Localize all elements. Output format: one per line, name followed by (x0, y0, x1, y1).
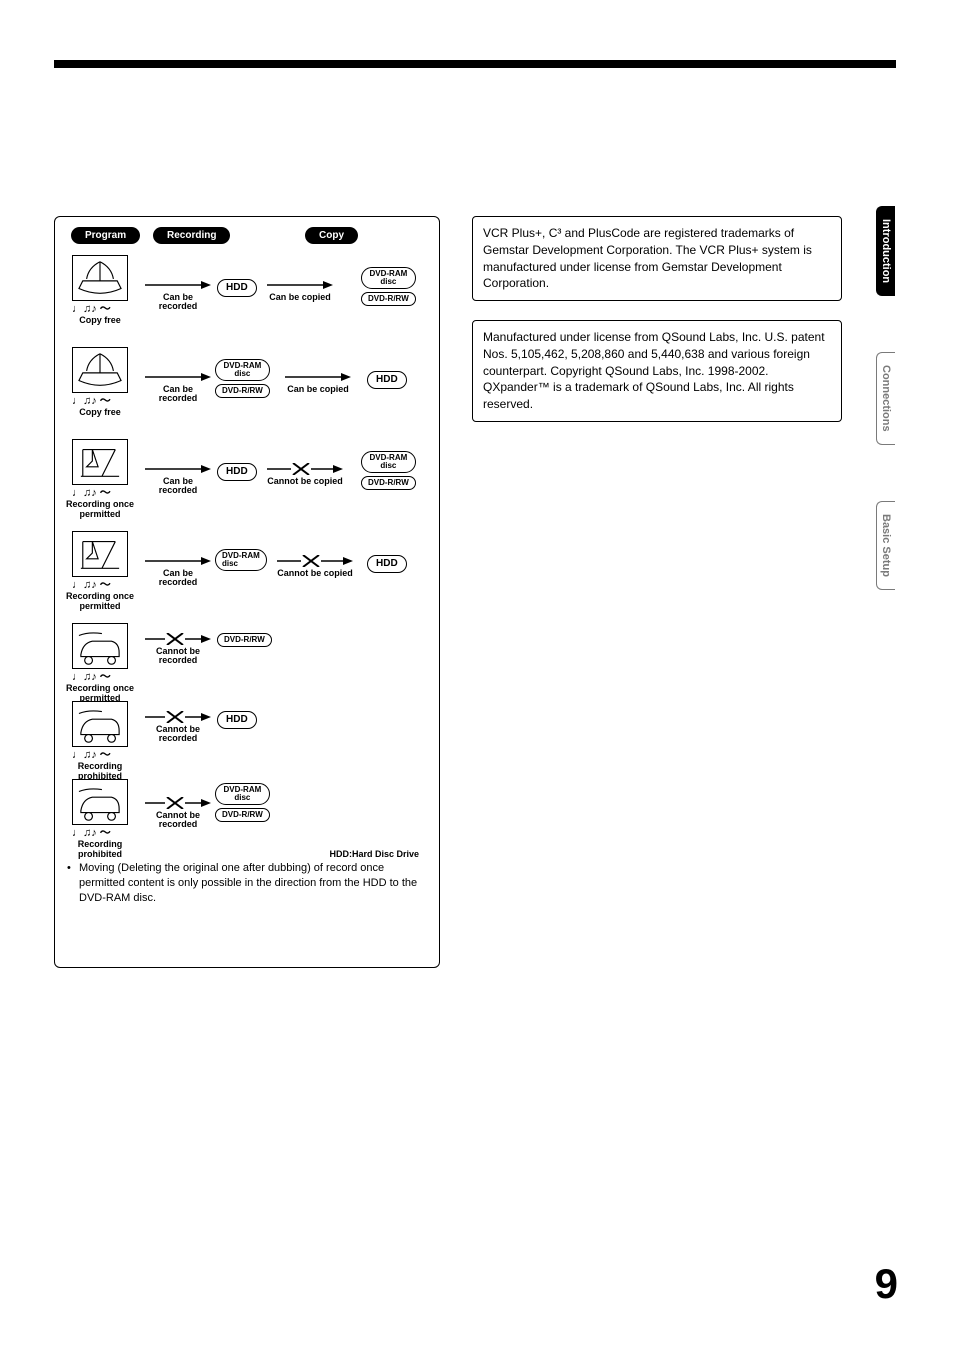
media-dvdrrw: DVD-R/RW (217, 633, 272, 647)
diagram-row: ♩♫♪ 〜 Recording once permitted Can be re… (65, 435, 429, 527)
source-rec-once: ♩♫♪ 〜 Recording once permitted (65, 531, 135, 612)
arrow-label: Can be copied (269, 292, 331, 302)
side-tabs: Introduction Connections Basic Setup (876, 206, 898, 630)
svg-text:♩♫♪ 〜: ♩♫♪ 〜 (72, 749, 111, 759)
page-top-bar (54, 60, 896, 68)
media-hdd: HDD (367, 371, 407, 389)
diagram-row: ♩♫♪ 〜 Copy free Can be recorded HDD Can … (65, 251, 429, 343)
source-label: Recording once permitted (65, 500, 135, 520)
arrow-label: Can be copied (287, 384, 349, 394)
arrow-can-copy: Can be copied (265, 279, 335, 319)
media-source-stack: DVD-RAM disc DVD-R/RW (215, 359, 270, 401)
copy-diagram: Program Recording Copy ♩♫♪ 〜 Copy free C… (54, 216, 440, 968)
arrow-can-record: Can be recorded (143, 463, 213, 503)
header-program: Program (71, 227, 140, 244)
car-icon (72, 623, 128, 669)
arrow-label: Cannot be recorded (156, 724, 200, 743)
media-hdd: HDD (217, 279, 257, 297)
page-number: 9 (875, 1260, 898, 1308)
svg-text:♩♫♪ 〜: ♩♫♪ 〜 (72, 579, 111, 589)
music-notes-icon: ♩♫♪ 〜 (72, 487, 128, 497)
arrow-can-record: Can be recorded (143, 279, 213, 319)
diagram-row: ♩♫♪ 〜 Copy free Can be recorded DVD-RAM … (65, 343, 429, 435)
hdd-definition: HDD:Hard Disc Drive (329, 849, 419, 859)
tab-introduction[interactable]: Introduction (876, 206, 895, 296)
media-targets: DVD-RAM disc DVD-R/RW (361, 451, 416, 493)
music-notes-icon: ♩♫♪ 〜 (72, 395, 128, 405)
arrow-cannot-record: Cannot be recorded (143, 797, 213, 837)
arrow-can-record: Can be recorded (143, 371, 213, 411)
source-label: Recording prohibited (65, 840, 135, 860)
car-icon (72, 701, 128, 747)
source-copy-free: ♩♫♪ 〜 Copy free (65, 347, 135, 418)
trademark-box-1: VCR Plus+, C³ and PlusCode are registere… (472, 216, 842, 301)
source-rec-prohibited: ♩♫♪ 〜 Recording prohibited (65, 779, 135, 860)
music-notes-icon: ♩♫♪ 〜 (72, 579, 128, 589)
source-rec-once: ♩♫♪ 〜 Recording once permitted (65, 623, 135, 704)
header-recording: Recording (153, 227, 230, 244)
arrow-can-record: Can be recorded (143, 555, 213, 595)
arrow-label: Cannot be recorded (156, 810, 200, 829)
source-rec-prohibited: ♩♫♪ 〜 Recording prohibited (65, 701, 135, 782)
music-notes-icon: ♩♫♪ 〜 (72, 303, 128, 313)
tab-connections[interactable]: Connections (876, 352, 895, 445)
media-targets: DVD-RAM disc DVD-R/RW (215, 783, 270, 825)
arrow-label: Cannot be copied (277, 568, 353, 578)
arrow-cannot-record: Cannot be recorded (143, 711, 213, 751)
svg-text:♩♫♪ 〜: ♩♫♪ 〜 (72, 671, 111, 681)
trademark-box-2: Manufactured under license from QSound L… (472, 320, 842, 422)
ship-icon (72, 255, 128, 301)
arrow-label: Can be recorded (159, 384, 198, 403)
diagram-row: ♩♫♪ 〜 Recording prohibited Cannot be rec… (65, 775, 429, 861)
crane-icon (72, 531, 128, 577)
arrow-cannot-copy: Cannot be copied (275, 555, 355, 595)
diagram-row: ♩♫♪ 〜 Recording prohibited Cannot be rec… (65, 697, 429, 775)
arrow-label: Can be recorded (159, 568, 198, 587)
source-copy-free: ♩♫♪ 〜 Copy free (65, 255, 135, 326)
source-rec-once: ♩♫♪ 〜 Recording once permitted (65, 439, 135, 520)
ship-icon (72, 347, 128, 393)
tab-basic-setup[interactable]: Basic Setup (876, 501, 895, 590)
diagram-footnote: Moving (Deleting the original one after … (65, 861, 429, 906)
arrow-cannot-record: Cannot be recorded (143, 633, 213, 673)
car-icon (72, 779, 128, 825)
media-targets: DVD-RAM disc DVD-R/RW (361, 267, 416, 309)
arrow-label: Cannot be recorded (156, 646, 200, 665)
media-hdd: HDD (367, 555, 407, 573)
diagram-row: ♩♫♪ 〜 Recording once permitted Can be re… (65, 527, 429, 619)
svg-text:♩♫♪ 〜: ♩♫♪ 〜 (72, 827, 111, 837)
media-hdd: HDD (217, 463, 257, 481)
svg-text:♩♫♪ 〜: ♩♫♪ 〜 (72, 487, 111, 497)
source-label: Copy free (65, 316, 135, 326)
diagram-row: ♩♫♪ 〜 Recording once permitted Cannot be… (65, 619, 429, 697)
source-label: Recording once permitted (65, 592, 135, 612)
diagram-headers: Program Recording Copy (65, 227, 429, 251)
crane-icon (72, 439, 128, 485)
arrow-cannot-copy: Cannot be copied (265, 463, 345, 503)
svg-text:♩♫♪ 〜: ♩♫♪ 〜 (72, 395, 111, 405)
header-copy: Copy (305, 227, 358, 244)
music-notes-icon: ♩♫♪ 〜 (72, 749, 128, 759)
music-notes-icon: ♩♫♪ 〜 (72, 827, 128, 837)
media-dvdram: DVD-RAM disc (215, 549, 267, 571)
source-label: Copy free (65, 408, 135, 418)
arrow-label: Can be recorded (159, 476, 198, 495)
svg-text:♩♫♪ 〜: ♩♫♪ 〜 (72, 303, 111, 313)
media-hdd: HDD (217, 711, 257, 729)
arrow-can-copy: Can be copied (283, 371, 353, 411)
arrow-label: Can be recorded (159, 292, 198, 311)
music-notes-icon: ♩♫♪ 〜 (72, 671, 128, 681)
arrow-label: Cannot be copied (267, 476, 343, 486)
